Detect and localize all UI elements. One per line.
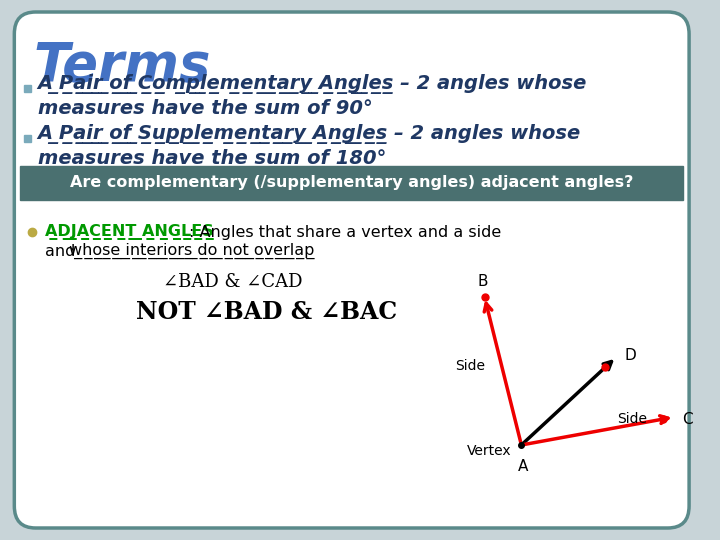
Text: C: C (683, 411, 693, 427)
FancyBboxPatch shape (14, 12, 689, 528)
Text: Vertex: Vertex (467, 444, 512, 458)
Text: Side: Side (456, 359, 485, 373)
Text: : Angles that share a vertex and a side: : Angles that share a vertex and a side (189, 225, 501, 240)
Text: measures have the sum of 90°: measures have the sum of 90° (37, 98, 372, 118)
Text: w̲h̲o̲s̲e̲ ̲i̲n̲t̲e̲r̲i̲o̲r̲s̲ ̲d̲o̲ ̲n̲o̲t̲ ̲o̲v̲e̲r̲l̲a̲p̲: w̲h̲o̲s̲e̲ ̲i̲n̲t̲e̲r̲i̲o̲r̲s̲ ̲d̲o̲ ̲n̲… (68, 243, 314, 259)
Text: A̲D̲J̲A̲C̲E̲N̲T̲ ̲A̲N̲G̲L̲E̲S̲: A̲D̲J̲A̲C̲E̲N̲T̲ ̲A̲N̲G̲L̲E̲S̲ (45, 224, 214, 240)
Text: A ̲P̲a̲i̲r̲ ̲o̲f̲ ̲C̲o̲m̲p̲l̲e̲m̲e̲n̲t̲a̲r̲y̲ ̲A̲n̲g̲l̲e̲s̲ – 2 angles whose: A ̲P̲a̲i̲r̲ ̲o̲f̲ ̲C̲o̲m̲p̲l̲e̲m̲e̲n̲t̲a… (37, 74, 587, 94)
Text: A: A (518, 459, 528, 474)
Text: B: B (477, 274, 488, 289)
Text: NOT ∠BAD & ∠BAC: NOT ∠BAD & ∠BAC (137, 300, 397, 324)
Text: D: D (624, 348, 636, 362)
Text: ∠BAD & ∠CAD: ∠BAD & ∠CAD (163, 273, 302, 291)
Text: and: and (45, 244, 81, 259)
FancyBboxPatch shape (20, 166, 683, 200)
Text: measures have the sum of 180°: measures have the sum of 180° (37, 148, 386, 167)
Bar (24, 85, 31, 92)
Text: Side: Side (617, 412, 647, 426)
Text: A ̲P̲a̲i̲r̲ ̲o̲f̲ ̲S̲u̲p̲p̲l̲e̲m̲e̲n̲t̲a̲r̲y̲ ̲A̲n̲g̲l̲e̲s̲ – 2 angles whose: A ̲P̲a̲i̲r̲ ̲o̲f̲ ̲S̲u̲p̲p̲l̲e̲m̲e̲n̲t̲a… (37, 124, 581, 144)
Text: Are complementary (/supplementary angles) adjacent angles?: Are complementary (/supplementary angles… (70, 176, 634, 191)
Text: Terms: Terms (34, 40, 211, 92)
Bar (24, 135, 31, 142)
